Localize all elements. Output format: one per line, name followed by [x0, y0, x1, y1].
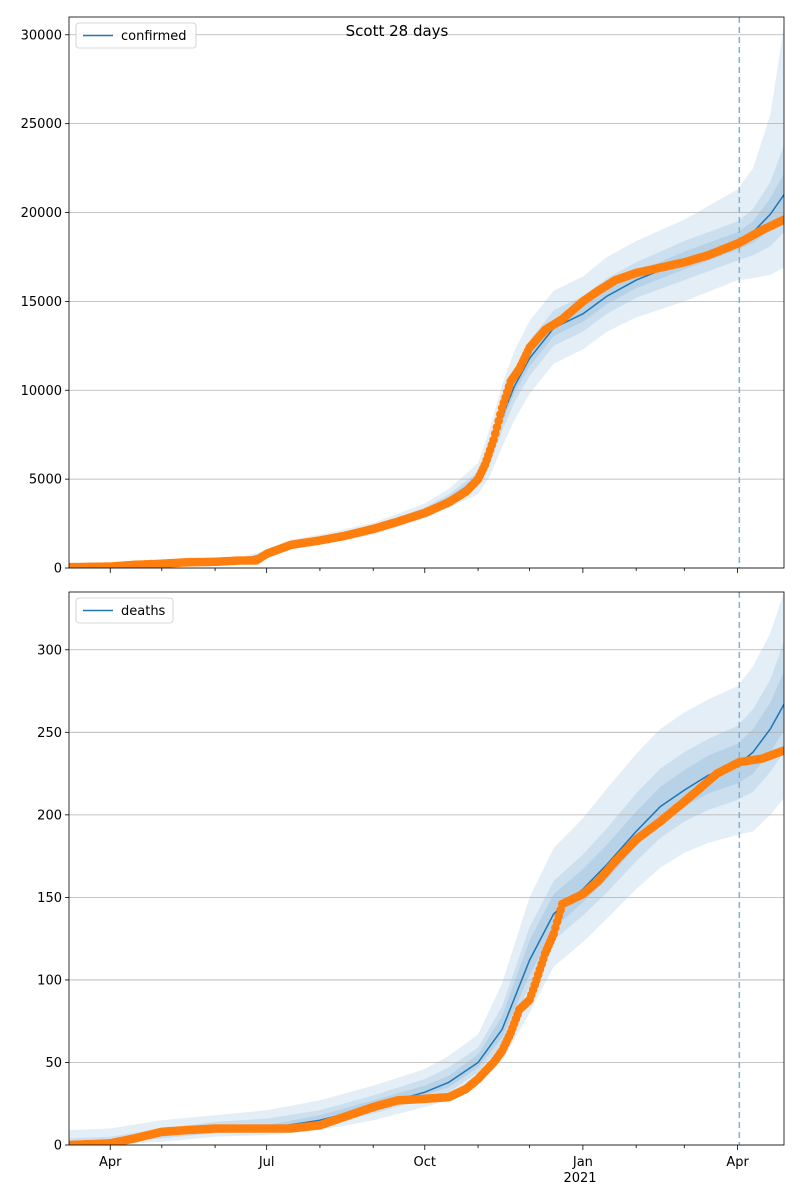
- x-tick-label: Apr: [726, 1155, 749, 1170]
- y-tick-label: 25000: [21, 117, 62, 132]
- y-tick-label: 10000: [21, 384, 62, 399]
- y-tick-label: 5000: [29, 473, 62, 488]
- axes-frame: [68, 16, 785, 569]
- y-tick-label: 100: [37, 973, 62, 988]
- legend-box: [75, 22, 197, 49]
- axes: 0 5000 10000 15000 20000 25000 30000 0 50 100 150 2…: [21, 16, 785, 1170]
- observed-point: [779, 215, 784, 224]
- legend-box: [75, 597, 174, 624]
- legend-label: confirmed: [121, 29, 187, 44]
- panel-2-bands: [69, 592, 784, 1145]
- legends: confirmed deaths: [75, 22, 197, 624]
- y-tick-label: 0: [54, 1139, 62, 1154]
- y-tick-label: 50: [45, 1056, 62, 1071]
- x-tick-label: Jan: [572, 1155, 593, 1170]
- y-tick-label: 250: [37, 726, 62, 741]
- uncertainty-bands: [69, 25, 784, 1145]
- chart-title: Scott 28 days: [346, 22, 449, 40]
- x-axis-year-label: 2021: [563, 1171, 596, 1186]
- y-tick-label: 15000: [21, 295, 62, 310]
- x-tick-label: Jul: [258, 1155, 275, 1170]
- x-tick-label: Apr: [99, 1155, 122, 1170]
- panel-2-observed: [69, 746, 784, 1145]
- band-outer: [69, 592, 784, 1145]
- y-tick-label: 300: [37, 643, 62, 658]
- y-tick-label: 150: [37, 891, 62, 906]
- band-outer: [69, 25, 784, 568]
- y-tick-label: 20000: [21, 206, 62, 221]
- y-tick-label: 30000: [21, 28, 62, 43]
- x-tick-label: Oct: [414, 1155, 436, 1170]
- observed-point: [779, 746, 784, 755]
- axes-frame: [68, 591, 785, 1146]
- gridlines: [69, 34, 784, 1146]
- observed-points: [69, 215, 784, 1145]
- model-lines: [69, 17, 784, 1145]
- panel-1-observed: [69, 215, 784, 568]
- legend-label: deaths: [121, 604, 166, 619]
- y-tick-label: 200: [37, 808, 62, 823]
- panel-1-bands: [69, 25, 784, 568]
- y-tick-label: 0: [54, 562, 62, 577]
